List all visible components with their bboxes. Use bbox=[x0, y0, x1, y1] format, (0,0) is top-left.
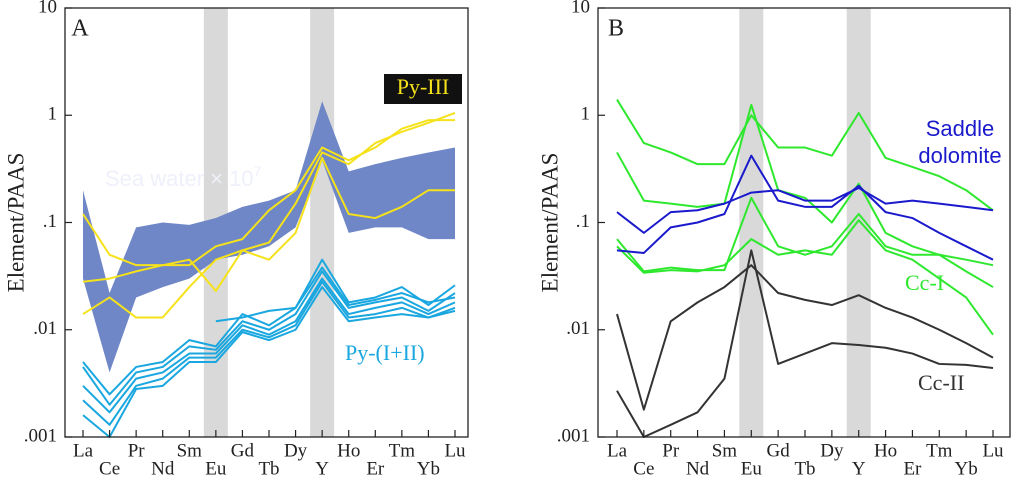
label-box bbox=[384, 74, 462, 104]
x-tick-label: Ho bbox=[337, 440, 360, 461]
series-label-text: Py-(I+II) bbox=[345, 340, 425, 365]
x-tick-label: Pr bbox=[128, 440, 146, 461]
series-line bbox=[616, 249, 994, 438]
series-label: Cc-II bbox=[918, 370, 964, 395]
y-tick-label: 1 bbox=[48, 104, 58, 125]
highlight-band bbox=[310, 8, 335, 437]
x-tick-label: Pr bbox=[662, 440, 680, 461]
x-tick-label: Nd bbox=[686, 458, 710, 479]
series-line bbox=[82, 270, 456, 406]
series-label: dolomite bbox=[918, 143, 1001, 168]
series-line bbox=[82, 258, 456, 396]
x-tick-label: Ho bbox=[874, 440, 897, 461]
series-label: Saddle bbox=[926, 116, 995, 141]
sea-water-band bbox=[83, 101, 455, 373]
series-line bbox=[215, 266, 456, 323]
y-tick-label: .01 bbox=[33, 318, 57, 339]
x-tick-label: Lu bbox=[444, 440, 466, 461]
x-tick-label: Dy bbox=[284, 440, 308, 461]
series-label-exponent: 7 bbox=[254, 163, 262, 179]
series-label: Sea water × 107 bbox=[105, 163, 262, 191]
series-label-text: Sea water × 10 bbox=[105, 166, 254, 191]
series-label-text: Py-III bbox=[397, 74, 450, 99]
series-line bbox=[616, 264, 994, 411]
series-label: Cc-I bbox=[905, 270, 944, 295]
series-label: Py-(I+II) bbox=[345, 340, 425, 365]
x-tick-label: Eu bbox=[741, 458, 763, 479]
x-tick-label: Lu bbox=[982, 440, 1004, 461]
y-tick-label: 1 bbox=[581, 104, 591, 125]
x-tick-label: Y bbox=[315, 458, 329, 479]
y-tick-label: .001 bbox=[24, 425, 57, 446]
y-axis-label: Element/PAAS bbox=[3, 153, 28, 293]
y-tick-label: .1 bbox=[43, 211, 57, 232]
y-tick-label: 10 bbox=[571, 0, 590, 17]
series-line bbox=[82, 280, 456, 426]
series-line bbox=[82, 277, 456, 414]
x-tick-label: Eu bbox=[205, 458, 227, 479]
x-tick-label: La bbox=[73, 440, 94, 461]
x-tick-label: Sm bbox=[712, 440, 738, 461]
x-tick-label: Ce bbox=[633, 458, 654, 479]
y-tick-label: 10 bbox=[38, 0, 57, 17]
series-line bbox=[616, 186, 994, 234]
x-tick-label: Nd bbox=[151, 458, 175, 479]
x-tick-label: Yb bbox=[955, 458, 978, 479]
series-line bbox=[616, 196, 994, 273]
x-tick-label: Dy bbox=[820, 440, 844, 461]
panel-label: A bbox=[71, 16, 89, 42]
x-tick-label: Er bbox=[903, 458, 922, 479]
series-line bbox=[616, 103, 994, 288]
highlight-band bbox=[739, 8, 764, 437]
y-tick-label: .001 bbox=[557, 425, 590, 446]
x-tick-label: Ce bbox=[99, 458, 120, 479]
x-tick-label: Sm bbox=[177, 440, 203, 461]
y-tick-label: .1 bbox=[576, 211, 590, 232]
series-line bbox=[82, 286, 456, 438]
x-tick-label: Y bbox=[852, 458, 866, 479]
highlight-band bbox=[846, 8, 871, 437]
y-axis-label: Element/PAAS bbox=[537, 153, 562, 293]
x-tick-label: Tb bbox=[794, 458, 815, 479]
series-label: Py-III bbox=[397, 74, 450, 99]
series-line bbox=[82, 156, 455, 292]
x-tick-label: Gd bbox=[767, 440, 791, 461]
series-line bbox=[82, 112, 456, 319]
x-tick-label: La bbox=[607, 440, 628, 461]
panel-label: B bbox=[608, 16, 624, 42]
series-label-text: Cc-I bbox=[905, 270, 944, 295]
x-tick-label: Gd bbox=[231, 440, 255, 461]
x-tick-label: Tm bbox=[926, 440, 953, 461]
x-tick-label: Tm bbox=[389, 440, 416, 461]
x-tick-label: Er bbox=[366, 458, 385, 479]
x-tick-label: Yb bbox=[417, 458, 440, 479]
series-label-text: Cc-II bbox=[918, 370, 964, 395]
x-tick-label: Tb bbox=[258, 458, 279, 479]
y-tick-label: .01 bbox=[566, 318, 590, 339]
series-line bbox=[616, 154, 994, 261]
series-line bbox=[616, 219, 994, 336]
series-line bbox=[616, 99, 994, 212]
